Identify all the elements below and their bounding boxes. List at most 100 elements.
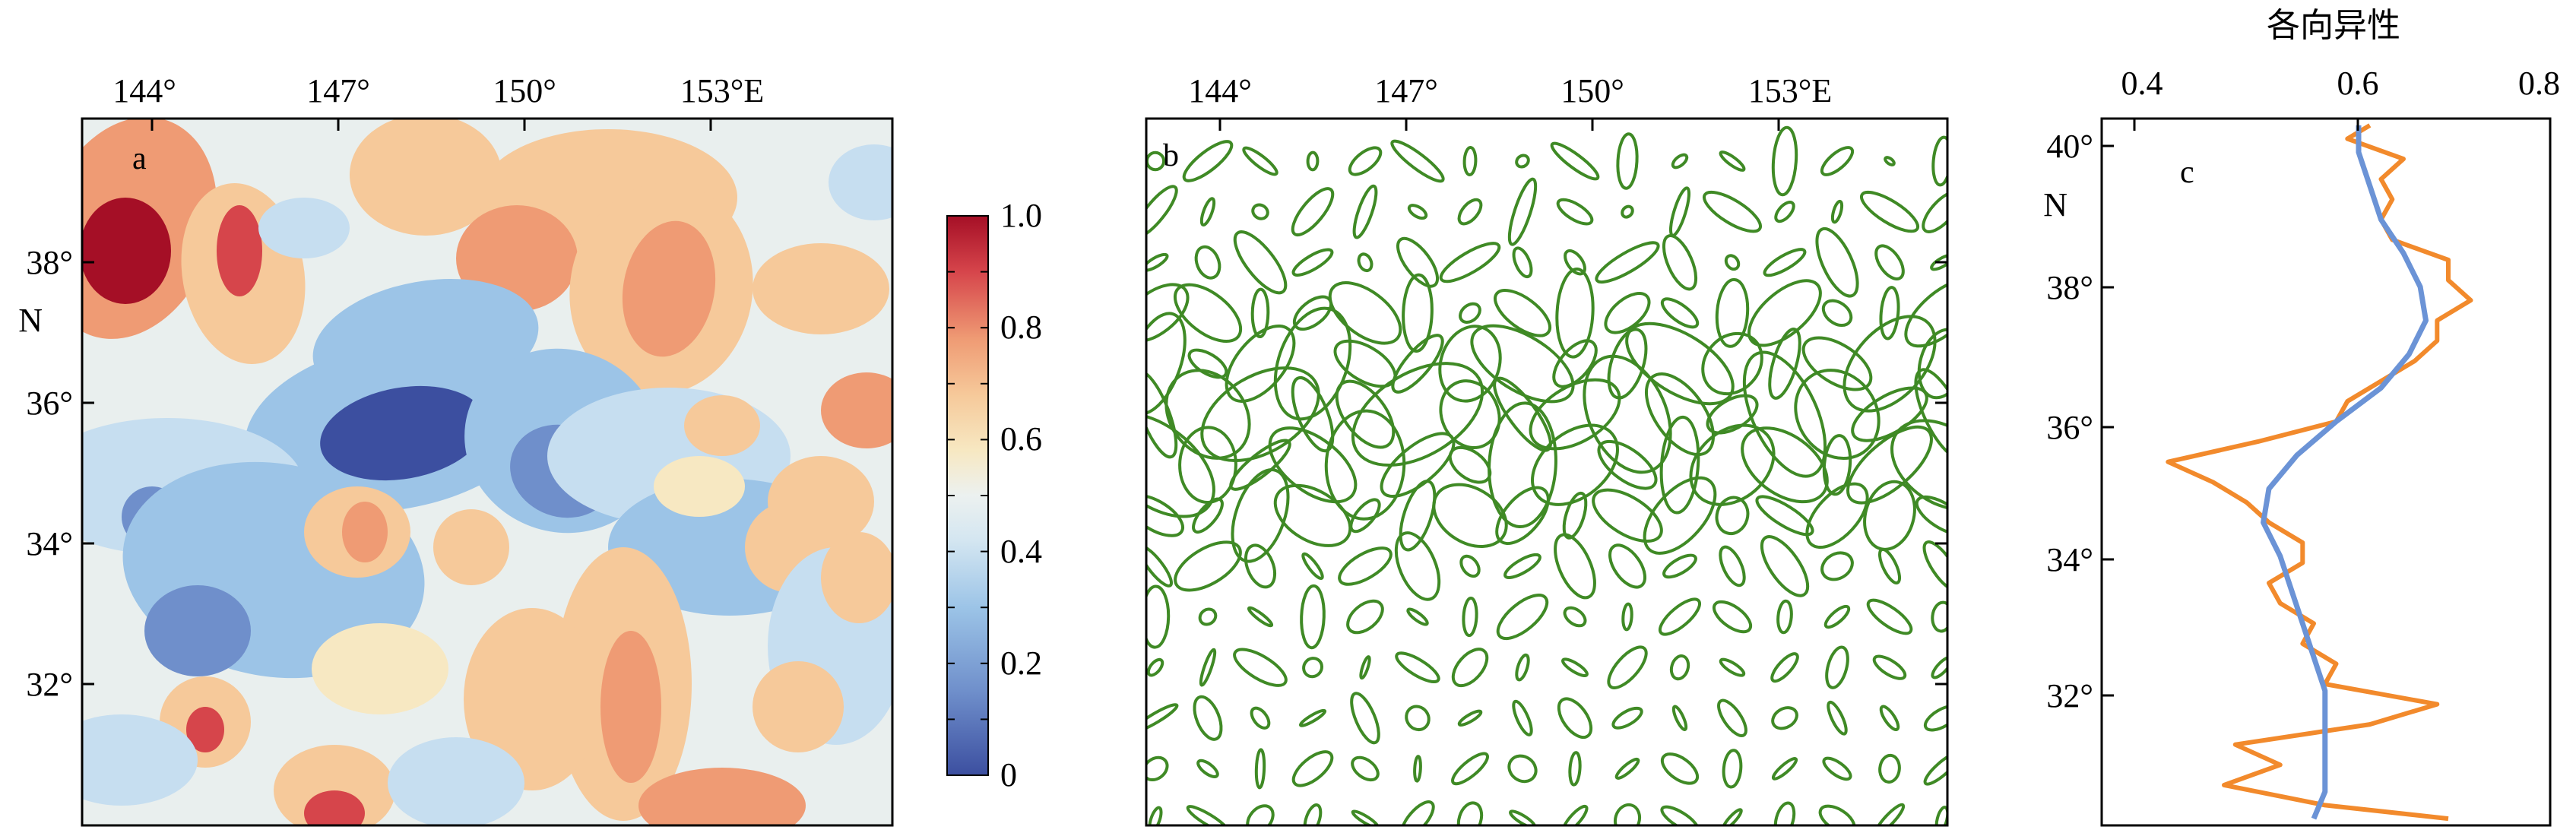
smoothed-anisotropy-line bbox=[2261, 125, 2429, 820]
anisotropy-ellipse bbox=[1324, 409, 1406, 521]
anisotropy-ellipse bbox=[1349, 498, 1381, 534]
anisotropy-ellipse bbox=[1820, 146, 1855, 176]
anisotropy-ellipse bbox=[1250, 706, 1271, 730]
anisotropy-ellipse bbox=[1550, 141, 1600, 181]
anisotropy-ellipse bbox=[1923, 752, 1947, 786]
panel-c-y-tick-4: 34° bbox=[2046, 541, 2093, 578]
anisotropy-ellipse bbox=[1613, 803, 1642, 825]
panel-c-title: 各向异性 bbox=[2267, 6, 2400, 45]
panel-b-ticks bbox=[1218, 119, 1947, 686]
panel-b-label: b bbox=[1163, 138, 1179, 173]
anisotropy-ellipse bbox=[1407, 204, 1428, 220]
panel-c-x-tick-0: 0.4 bbox=[2121, 65, 2163, 102]
anisotropy-ellipse bbox=[1357, 252, 1374, 273]
anisotropy-ellipse bbox=[1611, 706, 1643, 730]
anisotropy-ellipse bbox=[1346, 599, 1384, 635]
panel-a-y-tick-4: 32° bbox=[26, 666, 73, 703]
anisotropy-ellipse bbox=[1554, 533, 1596, 600]
anisotropy-ellipse bbox=[1776, 599, 1793, 635]
anisotropy-ellipse bbox=[1193, 695, 1223, 741]
anisotropy-ellipse bbox=[1827, 700, 1848, 736]
anisotropy-ellipse bbox=[1621, 204, 1634, 219]
panel-b-x-tick-1: 147° bbox=[1374, 72, 1438, 109]
anisotropy-ellipse bbox=[1604, 292, 1651, 334]
anisotropy-ellipse bbox=[1614, 757, 1640, 780]
anisotropy-ellipse bbox=[1747, 279, 1822, 347]
anisotropy-ellipse bbox=[1529, 378, 1621, 451]
heatmap-cell bbox=[600, 631, 661, 783]
anisotropy-ellipse bbox=[1146, 657, 1164, 677]
anisotropy-ellipse bbox=[1352, 184, 1378, 239]
anisotropy-ellipse bbox=[1457, 709, 1483, 727]
anisotropy-ellipse bbox=[1931, 655, 1947, 679]
anisotropy-ellipse bbox=[1406, 607, 1429, 626]
heatmap-cell bbox=[304, 790, 365, 825]
anisotropy-ellipse bbox=[1509, 809, 1536, 825]
anisotropy-ellipse bbox=[1470, 324, 1575, 404]
anisotropy-ellipse bbox=[1196, 759, 1219, 778]
anisotropy-ellipse bbox=[1380, 432, 1456, 498]
anisotropy-ellipse bbox=[1669, 654, 1690, 681]
anisotropy-ellipse bbox=[1507, 177, 1538, 246]
anisotropy-ellipse bbox=[1660, 752, 1700, 785]
anisotropy-ellipse bbox=[1396, 236, 1439, 288]
anisotropy-ellipse bbox=[1146, 252, 1169, 272]
panel-b-ellipses bbox=[1146, 125, 1947, 825]
colorbar-tick-4: 0.2 bbox=[1000, 645, 1042, 682]
anisotropy-ellipse bbox=[1917, 328, 1947, 400]
panel-c: 各向异性 0.4 0.6 0.8 40° N 38° 36° 34° 32° c bbox=[2043, 6, 2560, 827]
anisotropy-ellipse bbox=[1931, 600, 1947, 633]
panel-c-y-tick-1: N bbox=[2043, 186, 2067, 223]
anisotropy-ellipse bbox=[1146, 584, 1171, 649]
anisotropy-ellipse bbox=[1199, 197, 1216, 226]
anisotropy-ellipse bbox=[1689, 423, 1776, 506]
anisotropy-ellipse bbox=[1247, 606, 1274, 628]
anisotropy-ellipse bbox=[1583, 354, 1672, 474]
heatmap-cell bbox=[638, 768, 806, 825]
anisotropy-ellipse bbox=[1904, 278, 1947, 348]
panel-c-y-tick-5: 32° bbox=[2046, 677, 2093, 714]
anisotropy-ellipse bbox=[1922, 190, 1947, 233]
anisotropy-ellipse bbox=[1556, 198, 1594, 226]
raw-anisotropy-line bbox=[2166, 123, 2473, 822]
anisotropy-ellipse bbox=[1815, 226, 1859, 298]
anisotropy-ellipse bbox=[1451, 648, 1489, 688]
panel-b-x-tick-3: 153°E bbox=[1748, 72, 1832, 109]
anisotropy-ellipse bbox=[1432, 483, 1508, 548]
heatmap-cell bbox=[684, 395, 760, 456]
anisotropy-ellipse bbox=[1503, 553, 1541, 579]
anisotropy-ellipse bbox=[1229, 439, 1291, 491]
anisotropy-ellipse bbox=[1394, 531, 1441, 601]
anisotropy-ellipse bbox=[1768, 328, 1801, 400]
colorbar-tick-1: 0.8 bbox=[1000, 309, 1042, 346]
anisotropy-ellipse bbox=[1821, 299, 1853, 328]
anisotropy-ellipse bbox=[1182, 140, 1234, 182]
anisotropy-ellipse bbox=[1597, 439, 1658, 490]
anisotropy-ellipse bbox=[1192, 497, 1224, 534]
heatmap-cell bbox=[753, 243, 889, 334]
anisotropy-ellipse bbox=[1595, 241, 1660, 284]
anisotropy-ellipse bbox=[1462, 146, 1478, 176]
anisotropy-ellipse bbox=[1400, 800, 1435, 825]
anisotropy-ellipse bbox=[1801, 336, 1873, 391]
panel-a-frame bbox=[81, 117, 894, 827]
anisotropy-ellipse bbox=[1822, 756, 1852, 781]
heatmap-cell bbox=[186, 707, 224, 752]
anisotropy-ellipse bbox=[1146, 544, 1173, 588]
anisotropy-ellipse bbox=[1557, 697, 1593, 740]
anisotropy-ellipse bbox=[1494, 289, 1551, 337]
anisotropy-ellipse bbox=[1173, 283, 1243, 344]
anisotropy-ellipse bbox=[1200, 366, 1320, 463]
anisotropy-ellipse bbox=[1146, 185, 1178, 239]
panel-a-heatmap bbox=[82, 119, 892, 825]
heatmap-cell bbox=[821, 372, 892, 448]
anisotropy-ellipse bbox=[1391, 334, 1444, 394]
anisotropy-ellipse bbox=[1859, 190, 1920, 233]
anisotropy-ellipse bbox=[1830, 199, 1844, 224]
anisotropy-ellipse bbox=[1914, 368, 1947, 461]
anisotropy-ellipse bbox=[1146, 755, 1169, 782]
anisotropy-ellipse bbox=[1719, 150, 1746, 172]
anisotropy-ellipse bbox=[1741, 426, 1829, 504]
panel-c-frame bbox=[2100, 117, 2552, 827]
anisotropy-ellipse bbox=[1233, 648, 1288, 687]
